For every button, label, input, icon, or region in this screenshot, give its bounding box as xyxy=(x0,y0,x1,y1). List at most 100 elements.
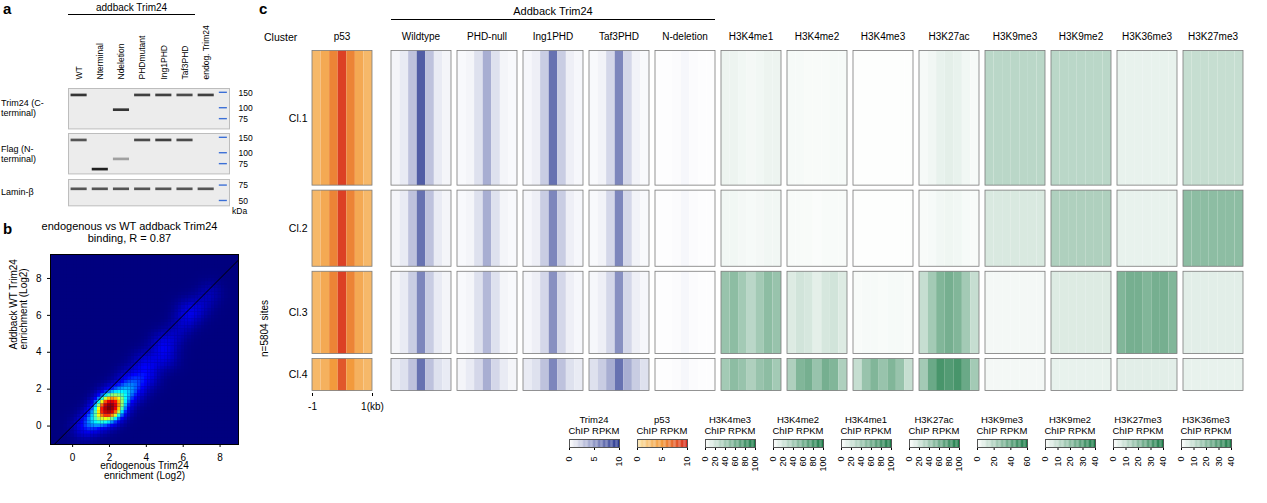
svg-text:150: 150 xyxy=(238,133,252,143)
svg-text:0: 0 xyxy=(632,457,642,462)
svg-text:100: 100 xyxy=(886,457,896,472)
svg-text:20: 20 xyxy=(914,457,924,467)
svg-text:40: 40 xyxy=(1158,457,1168,467)
html-text:Trim24 ChIP RPKM: Trim24 ChIP RPKM xyxy=(568,414,620,436)
svg-text:0: 0 xyxy=(564,457,574,462)
svg-text:8: 8 xyxy=(36,273,42,284)
svg-text:20: 20 xyxy=(1201,457,1211,467)
svg-text:40: 40 xyxy=(924,457,934,467)
html-text:H3K9me2 ChIP RPKM: H3K9me2 ChIP RPKM xyxy=(1044,414,1096,436)
svg-text:100: 100 xyxy=(238,103,252,113)
svg-text:50: 50 xyxy=(238,196,248,206)
svg-text:0: 0 xyxy=(904,457,914,462)
html-text:H3K4me1 ChIP RPKM: H3K4me1 ChIP RPKM xyxy=(840,414,892,436)
svg-text:60: 60 xyxy=(934,457,944,467)
svg-text:20: 20 xyxy=(778,457,788,467)
html-text:H3K9me3 ChIP RPKM: H3K9me3 ChIP RPKM xyxy=(976,414,1028,436)
html-text:Addback Trim24: Addback Trim24 xyxy=(513,5,593,17)
svg-text:40: 40 xyxy=(1006,457,1016,467)
svg-text:endogenous Trim24enrichment (L: endogenous Trim24enrichment (Log2) xyxy=(100,460,189,481)
svg-text:Cl.1: Cl.1 xyxy=(289,112,308,124)
svg-text:75: 75 xyxy=(238,180,248,190)
svg-text:Ing1PHD: Ing1PHD xyxy=(159,45,169,79)
svg-text:Cl.4: Cl.4 xyxy=(289,368,308,380)
svg-text:0: 0 xyxy=(1040,457,1050,462)
svg-text:60: 60 xyxy=(798,457,808,467)
svg-text:4: 4 xyxy=(36,346,42,357)
html-text:H3K36me3 ChIP RPKM: H3K36me3 ChIP RPKM xyxy=(1180,414,1232,436)
svg-text:75: 75 xyxy=(238,159,248,169)
svg-text:80: 80 xyxy=(876,457,886,467)
svg-text:endog. Trim24: endog. Trim24 xyxy=(201,25,211,80)
html-text:PHD-null: PHD-null xyxy=(467,31,507,42)
svg-text:Cl.2: Cl.2 xyxy=(289,222,308,234)
svg-text:0: 0 xyxy=(836,457,846,462)
svg-text:0: 0 xyxy=(1108,457,1118,462)
svg-text:Taf3PHD: Taf3PHD xyxy=(180,46,190,80)
svg-text:0: 0 xyxy=(36,420,42,431)
svg-text:60: 60 xyxy=(730,457,740,467)
svg-text:30: 30 xyxy=(1146,457,1156,467)
svg-text:75: 75 xyxy=(238,114,248,124)
svg-text:Nterminal: Nterminal xyxy=(95,43,105,79)
html-text:kDa: kDa xyxy=(232,206,248,217)
svg-text:5: 5 xyxy=(657,457,667,462)
svg-text:40: 40 xyxy=(720,457,730,467)
svg-text:10: 10 xyxy=(1189,457,1199,467)
svg-text:20: 20 xyxy=(1065,457,1075,467)
html-text:addback Trim24: addback Trim24 xyxy=(96,2,168,13)
html-text:Cluster: Cluster xyxy=(264,31,298,43)
svg-text:40: 40 xyxy=(1090,457,1100,467)
svg-text:2: 2 xyxy=(36,383,42,394)
html-text:Wildtype: Wildtype xyxy=(401,31,441,42)
svg-text:0: 0 xyxy=(700,457,710,462)
svg-text:80: 80 xyxy=(944,457,954,467)
html-text:Flag (N-terminal): Flag (N-terminal) xyxy=(1,143,36,164)
svg-text:40: 40 xyxy=(856,457,866,467)
svg-text:150: 150 xyxy=(238,88,252,98)
svg-text:Addback WT Trim24enrichment (L: Addback WT Trim24enrichment (Log2) xyxy=(8,259,29,350)
html-text:H3K4me2 ChIP RPKM: H3K4me2 ChIP RPKM xyxy=(772,414,824,436)
svg-text:80: 80 xyxy=(740,457,750,467)
svg-text:0: 0 xyxy=(768,457,778,462)
svg-text:1(kb): 1(kb) xyxy=(361,401,384,412)
svg-text:10: 10 xyxy=(1053,457,1063,467)
svg-text:0: 0 xyxy=(1176,457,1186,462)
html-text:H3K27me3 ChIP RPKM: H3K27me3 ChIP RPKM xyxy=(1112,414,1164,436)
svg-text:20: 20 xyxy=(1133,457,1143,467)
html-text:Trim24 (C-terminal): Trim24 (C-terminal) xyxy=(1,98,44,119)
svg-text:100: 100 xyxy=(238,148,252,158)
svg-text:100: 100 xyxy=(818,457,828,472)
svg-text:10: 10 xyxy=(1121,457,1131,467)
html-text:p53 ChIP RPKM: p53 ChIP RPKM xyxy=(636,414,688,436)
svg-text:60: 60 xyxy=(866,457,876,467)
html-text:p53: p53 xyxy=(333,31,351,42)
svg-text:Cl.3: Cl.3 xyxy=(289,306,308,318)
html-text:endogenous vs WT addback Trim2: endogenous vs WT addback Trim24 binding,… xyxy=(41,220,218,244)
svg-text:-1: -1 xyxy=(308,401,317,412)
svg-text:PHDmutant: PHDmutant xyxy=(137,35,147,79)
svg-text:100: 100 xyxy=(750,457,760,472)
svg-text:10: 10 xyxy=(614,457,624,467)
svg-text:60: 60 xyxy=(1022,457,1032,467)
svg-text:40: 40 xyxy=(788,457,798,467)
html-text:H3K27ac ChIP RPKM: H3K27ac ChIP RPKM xyxy=(908,414,960,436)
svg-text:20: 20 xyxy=(710,457,720,467)
svg-text:8: 8 xyxy=(217,452,223,463)
html-text:n=5804 sites: n=5804 sites xyxy=(259,300,270,357)
svg-text:40: 40 xyxy=(1226,457,1236,467)
svg-text:20: 20 xyxy=(846,457,856,467)
svg-text:20: 20 xyxy=(989,457,999,467)
svg-text:5: 5 xyxy=(589,457,599,462)
svg-text:100: 100 xyxy=(954,457,964,472)
svg-text:30: 30 xyxy=(1078,457,1088,467)
svg-text:0: 0 xyxy=(70,452,76,463)
svg-text:WT: WT xyxy=(74,66,84,79)
svg-text:0: 0 xyxy=(972,457,982,462)
svg-text:6: 6 xyxy=(36,310,42,321)
svg-text:10: 10 xyxy=(682,457,692,467)
svg-text:30: 30 xyxy=(1214,457,1224,467)
svg-text:Ndeletion: Ndeletion xyxy=(116,43,126,79)
html-text:H3K4me3 ChIP RPKM: H3K4me3 ChIP RPKM xyxy=(704,414,756,436)
svg-text:80: 80 xyxy=(808,457,818,467)
